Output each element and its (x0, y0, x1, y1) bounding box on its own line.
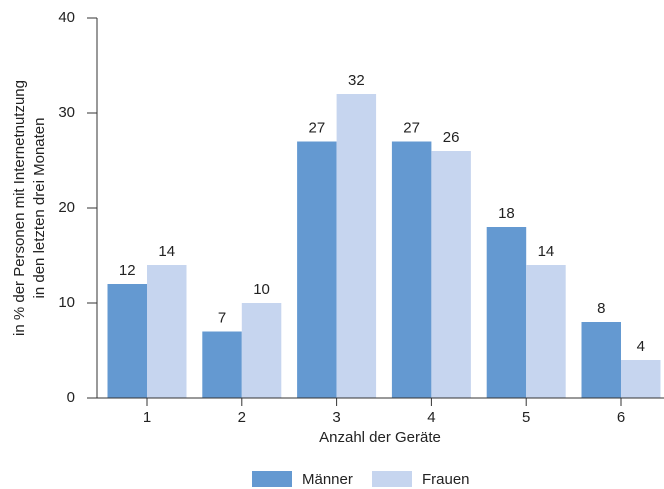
data-label: 32 (348, 72, 365, 89)
bar (336, 94, 377, 398)
data-label: 27 (309, 119, 326, 136)
bar (486, 227, 527, 398)
data-label: 10 (253, 281, 270, 298)
bar (297, 141, 337, 398)
x-tick-label: 2 (238, 409, 246, 426)
data-label: 14 (158, 243, 175, 260)
data-label: 14 (538, 243, 555, 260)
x-tick-label: 6 (617, 409, 625, 426)
x-tick-label: 1 (143, 409, 151, 426)
bar (431, 151, 471, 398)
bar (581, 322, 621, 398)
bar (202, 331, 242, 398)
legend-swatch (372, 471, 412, 487)
data-label: 12 (119, 262, 136, 279)
y-tick-label: 0 (67, 389, 75, 406)
legend-swatch (252, 471, 292, 487)
data-label: 26 (443, 129, 460, 146)
legend-label: Frauen (422, 471, 470, 488)
y-axis-label: in den letzten drei Monaten (31, 118, 48, 299)
x-axis-label: Anzahl der Geräte (319, 429, 441, 446)
bar (241, 303, 282, 398)
y-tick-label: 30 (58, 104, 75, 121)
legend-label: Männer (302, 471, 353, 488)
x-tick-label: 4 (427, 409, 435, 426)
y-tick-label: 10 (58, 294, 75, 311)
data-label: 8 (597, 300, 605, 317)
bar (391, 141, 432, 398)
bar (147, 265, 187, 398)
data-label: 7 (218, 309, 226, 326)
bar (621, 360, 661, 398)
y-tick-label: 20 (58, 199, 75, 216)
data-label: 27 (403, 119, 420, 136)
bar (107, 284, 147, 398)
bar (526, 265, 566, 398)
x-tick-label: 3 (332, 409, 340, 426)
x-tick-label: 5 (522, 409, 530, 426)
y-axis-label: in % der Personen mit Internetnutzung (11, 80, 28, 336)
data-label: 4 (637, 338, 645, 355)
data-label: 18 (498, 205, 515, 222)
y-tick-label: 40 (58, 9, 75, 26)
